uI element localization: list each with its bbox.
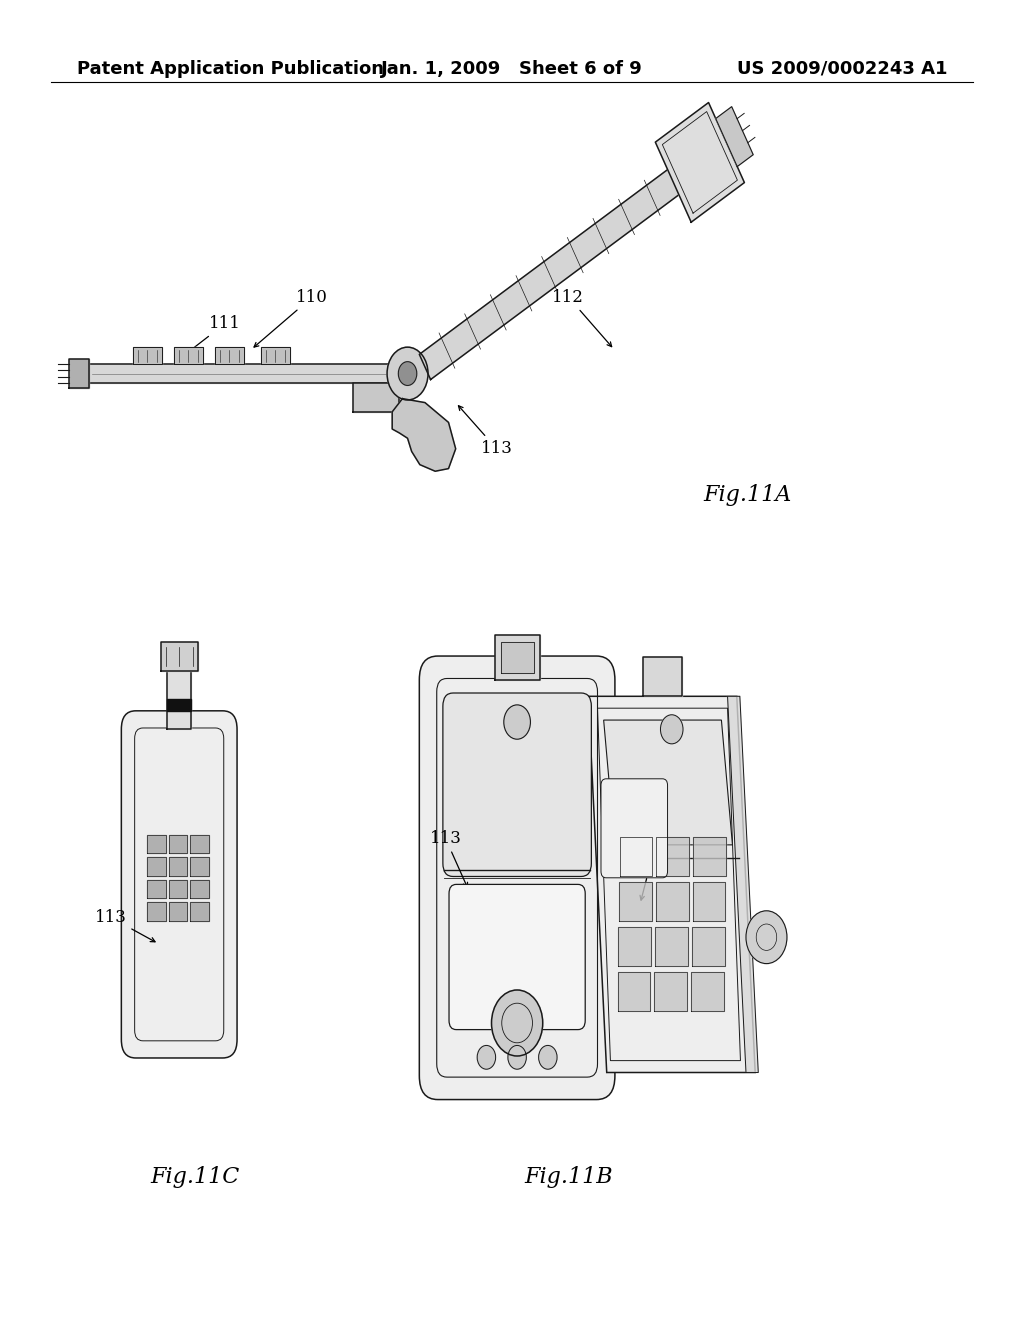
Polygon shape: [147, 858, 166, 876]
Polygon shape: [161, 643, 198, 671]
Polygon shape: [174, 347, 203, 364]
Polygon shape: [693, 837, 726, 876]
Text: US 2009/0002243 A1: US 2009/0002243 A1: [736, 59, 947, 78]
Circle shape: [398, 362, 417, 385]
Circle shape: [539, 1045, 557, 1069]
Polygon shape: [604, 721, 732, 845]
Text: Jan. 1, 2009   Sheet 6 of 9: Jan. 1, 2009 Sheet 6 of 9: [381, 59, 643, 78]
Polygon shape: [147, 879, 166, 898]
Polygon shape: [147, 834, 166, 853]
Circle shape: [660, 715, 683, 743]
Polygon shape: [215, 347, 244, 364]
Polygon shape: [691, 972, 724, 1011]
Polygon shape: [87, 364, 394, 383]
FancyBboxPatch shape: [121, 710, 237, 1059]
Polygon shape: [420, 149, 706, 380]
FancyBboxPatch shape: [449, 884, 586, 1030]
Text: Fig.11B: Fig.11B: [524, 1167, 612, 1188]
Circle shape: [508, 1045, 526, 1069]
Text: 111: 111: [177, 315, 242, 360]
Polygon shape: [588, 697, 756, 1072]
Polygon shape: [190, 879, 209, 898]
Polygon shape: [618, 927, 651, 966]
Polygon shape: [167, 667, 191, 729]
Text: 113: 113: [459, 405, 513, 457]
Polygon shape: [655, 103, 744, 222]
FancyBboxPatch shape: [601, 779, 668, 878]
Text: Patent Application Publication: Patent Application Publication: [77, 59, 384, 78]
Text: 113: 113: [429, 830, 468, 887]
Polygon shape: [69, 359, 89, 388]
Circle shape: [387, 347, 428, 400]
Polygon shape: [654, 972, 687, 1011]
Polygon shape: [655, 882, 688, 921]
Text: 113: 113: [94, 909, 155, 941]
Polygon shape: [133, 347, 162, 364]
Text: 112: 112: [552, 289, 611, 347]
Polygon shape: [190, 858, 209, 876]
Text: 113: 113: [634, 857, 667, 900]
Polygon shape: [190, 903, 209, 921]
Polygon shape: [692, 927, 725, 966]
Polygon shape: [392, 399, 456, 471]
Polygon shape: [495, 635, 540, 680]
Polygon shape: [617, 972, 650, 1011]
Polygon shape: [169, 834, 187, 853]
Text: Fig.11A: Fig.11A: [703, 484, 792, 506]
Polygon shape: [190, 834, 209, 853]
FancyBboxPatch shape: [420, 656, 614, 1100]
Polygon shape: [655, 927, 688, 966]
Polygon shape: [169, 879, 187, 898]
Polygon shape: [169, 858, 187, 876]
Text: 110: 110: [254, 289, 329, 347]
Polygon shape: [643, 656, 682, 697]
Polygon shape: [620, 837, 652, 876]
Polygon shape: [501, 642, 534, 673]
Polygon shape: [169, 903, 187, 921]
Circle shape: [477, 1045, 496, 1069]
Polygon shape: [716, 107, 754, 166]
Polygon shape: [147, 903, 166, 921]
Text: Fig.11C: Fig.11C: [150, 1167, 240, 1188]
FancyBboxPatch shape: [442, 693, 592, 876]
Polygon shape: [261, 347, 290, 364]
Circle shape: [745, 911, 787, 964]
Polygon shape: [167, 700, 191, 710]
Polygon shape: [692, 882, 725, 921]
Polygon shape: [618, 882, 651, 921]
Circle shape: [504, 705, 530, 739]
Polygon shape: [727, 697, 758, 1072]
Polygon shape: [353, 383, 399, 412]
Circle shape: [492, 990, 543, 1056]
Polygon shape: [656, 837, 689, 876]
